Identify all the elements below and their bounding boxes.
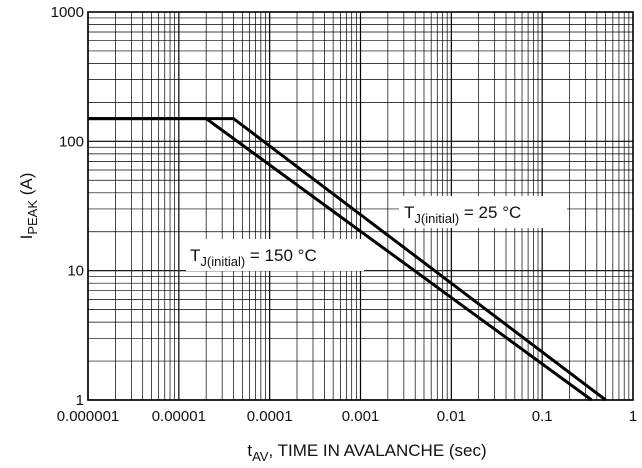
- plot-frame: [87, 11, 634, 401]
- x-tick-label: 0.0001: [247, 408, 293, 425]
- x-tick-label: 1: [629, 408, 637, 425]
- annotation-150: TJ(initial) = 150 °C: [190, 246, 317, 269]
- y-axis-title: IPEAK (A): [17, 173, 40, 240]
- x-tick-label: 0.000001: [57, 408, 120, 425]
- x-tick-label: 0.1: [532, 408, 553, 425]
- y-tick-label: 1: [76, 392, 84, 409]
- series-lines: [88, 117, 607, 402]
- x-tick-label: 0.00001: [152, 408, 206, 425]
- x-axis-title: tAV, TIME IN AVALANCHE (sec): [247, 441, 486, 464]
- grid: [87, 12, 633, 401]
- tick-labels: 0.000001 0.00001 0.0001 0.001 0.01 0.1 1 1 10 100…: [51, 4, 638, 425]
- x-tick-label: 0.01: [437, 408, 466, 425]
- annotation-25: TJ(initial) = 25 °C: [404, 203, 521, 226]
- y-tick-label: 1000: [51, 4, 84, 21]
- y-tick-label: 10: [67, 263, 84, 280]
- y-tick-label: 100: [59, 133, 84, 150]
- x-tick-label: 0.001: [342, 408, 380, 425]
- annotation-25-bg: [399, 196, 567, 228]
- annotation-150-bg: [186, 239, 364, 271]
- series-line-150c: [88, 117, 593, 402]
